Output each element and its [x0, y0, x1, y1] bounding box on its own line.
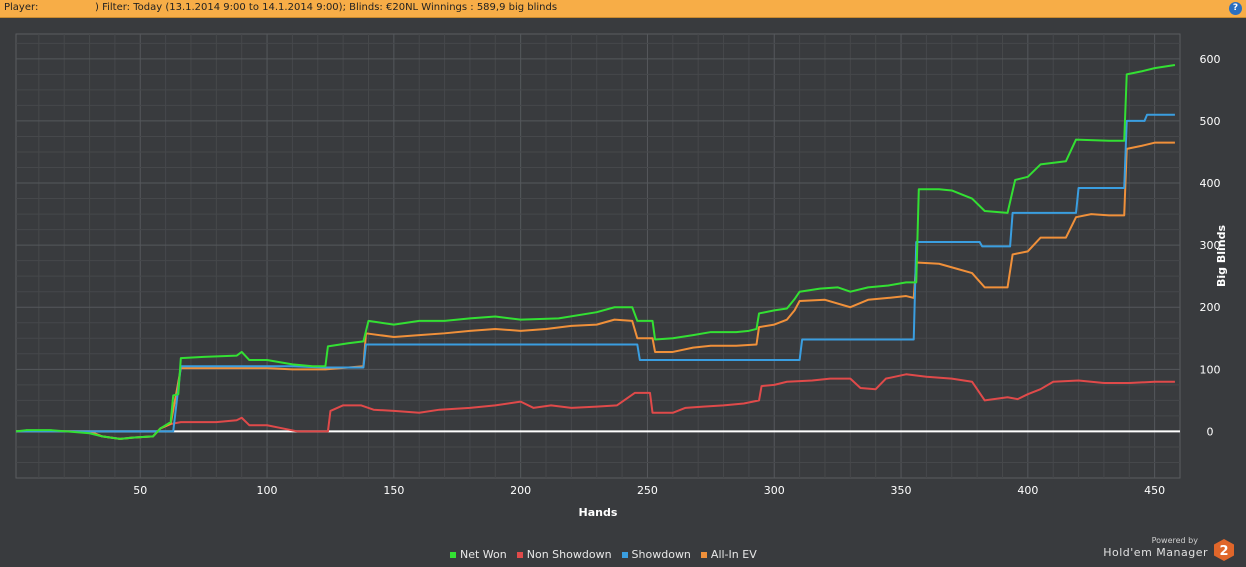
chart-legend: Net Won Non Showdown Showdown All-In EV [450, 548, 757, 561]
y-tick-label: 200 [1200, 301, 1221, 314]
legend-item-net-won[interactable]: Net Won [450, 548, 507, 561]
series-lines [15, 64, 1176, 440]
player-label: Player: [4, 2, 39, 13]
svg-text:2: 2 [1219, 544, 1228, 559]
series-line-all-in-ev [16, 141, 1175, 440]
x-tick-label: 100 [257, 484, 278, 497]
legend-swatch [621, 551, 628, 558]
filter-bar: Player: ) Filter: Today (13.1.2014 9:00 … [0, 0, 1246, 18]
x-axis-title: Hands [579, 506, 618, 519]
legend-item-showdown[interactable]: Showdown [621, 548, 691, 561]
y-tick-label: 400 [1200, 177, 1221, 190]
brand-watermark: Powered by Hold'em Manager 2 [1096, 536, 1236, 564]
legend-label: Showdown [631, 548, 691, 561]
series-line-net-won [15, 64, 1176, 440]
legend-item-all-in-ev[interactable]: All-In EV [700, 548, 757, 561]
x-tick-label: 250 [637, 484, 658, 497]
x-tick-label: 450 [1144, 484, 1165, 497]
y-tick-label: 600 [1200, 53, 1221, 66]
legend-label: Non Showdown [526, 548, 612, 561]
series-line-showdown [16, 113, 1175, 433]
x-tick-label: 400 [1017, 484, 1038, 497]
y-tick-label: 300 [1200, 239, 1221, 252]
y-tick-label: 500 [1200, 115, 1221, 128]
winnings-graph: 50 100 150 200 250 300 350 400 450 0 100 200 300 400… [15, 33, 1228, 519]
x-tick-labels: 50 100 150 200 250 300 350 400 450 [133, 484, 1165, 497]
grid-lines [16, 34, 1180, 478]
y-axis-title: Big Blinds [1215, 225, 1228, 287]
legend-swatch [450, 551, 456, 558]
plot-area [15, 33, 1181, 479]
y-tick-label: 100 [1200, 363, 1221, 376]
legend-item-non-showdown[interactable]: Non Showdown [516, 548, 612, 561]
x-tick-label: 350 [891, 484, 912, 497]
y-tick-labels: 0 100 200 300 400 500 600 [1200, 53, 1221, 439]
powered-by-text: Powered by [1151, 536, 1198, 545]
x-tick-label: 50 [133, 484, 147, 497]
legend-label: Net Won [460, 548, 507, 561]
legend-swatch [700, 551, 707, 558]
y-tick-label: 0 [1207, 425, 1214, 438]
x-tick-label: 200 [510, 484, 531, 497]
brand-name: Hold'em Manager [1103, 546, 1208, 559]
x-tick-label: 300 [764, 484, 785, 497]
holdem-manager-logo-icon: 2 [1214, 539, 1234, 561]
help-icon[interactable]: ? [1229, 2, 1242, 15]
x-tick-label: 150 [383, 484, 404, 497]
legend-label: All-In EV [710, 548, 757, 561]
legend-swatch [516, 551, 523, 558]
filter-text: ) Filter: Today (13.1.2014 9:00 to 14.1.… [95, 2, 558, 13]
series-line-non-showdown [16, 373, 1175, 440]
